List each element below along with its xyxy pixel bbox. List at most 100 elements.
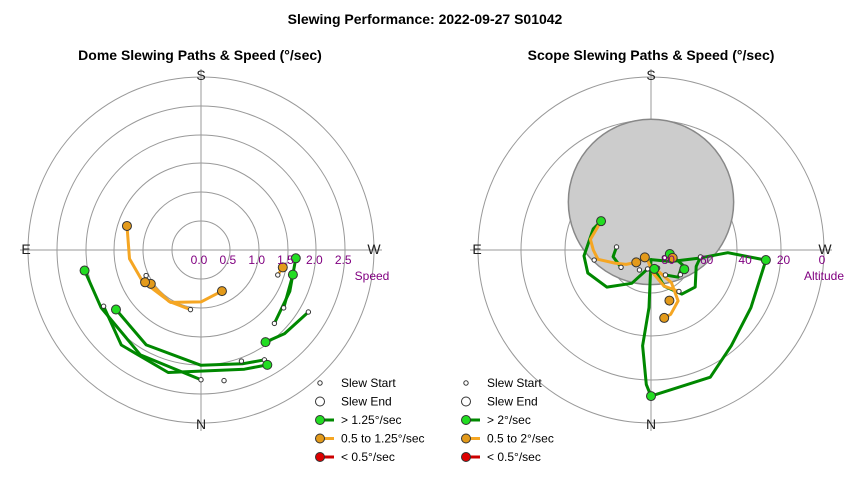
scope-legend: Slew Start Slew End > 2°/sec 0.5 to 2°/sec <…	[461, 376, 554, 464]
scope-slew-start-marker	[676, 288, 682, 295]
scope-slew-start-marker	[613, 244, 620, 250]
scope-slew-path-medium	[651, 271, 681, 293]
scope-radial-ticks: 80 60 40 20 0	[662, 253, 826, 267]
dome-cardinal-right: W	[367, 241, 381, 257]
scope-slew-start-marker	[636, 267, 643, 273]
dome-legend-start-symbol	[317, 380, 323, 386]
scope-radial-tick-label: 0	[819, 253, 826, 267]
dome-radial-tick-label: 0.5	[219, 253, 236, 267]
dome-slew-end-marker	[79, 265, 90, 276]
scope-slew-end-marker	[639, 252, 650, 263]
dome-slew-path-high	[272, 256, 298, 325]
dome-slew-markers	[79, 220, 312, 384]
scope-slew-path-high	[641, 258, 653, 398]
scope-slew-end-marker	[679, 264, 690, 275]
scope-slew-start-marker	[618, 264, 624, 270]
dome-legend-label: Slew End	[341, 395, 392, 409]
dome-legend-end-symbol	[315, 396, 325, 407]
scope-cardinal-bottom: N	[646, 416, 656, 432]
scope-slew-start-marker	[677, 272, 684, 278]
scope-legend-label: Slew Start	[487, 376, 542, 390]
scope-slew-end-marker	[631, 257, 642, 268]
scope-legend-dot-medium	[461, 433, 471, 444]
scope-legend-label: > 2°/sec	[487, 413, 531, 427]
dome-slew-end-marker	[277, 262, 288, 273]
dome-legend: Slew Start Slew End > 1.25°/sec 0.5 to 1.25…	[315, 376, 425, 464]
dome-legend-dot-low	[315, 452, 325, 462]
scope-slew-markers	[591, 216, 771, 402]
scope-radial-tick-label: 60	[700, 253, 714, 267]
scope-slew-end-marker	[667, 252, 678, 263]
dome-slew-end-marker	[260, 337, 271, 348]
dome-slew-start-marker	[187, 306, 194, 313]
dome-slew-end-marker	[290, 253, 301, 264]
dome-legend-label: Slew Start	[341, 376, 396, 390]
dome-cardinal-top: S	[196, 67, 205, 83]
scope-slew-start-marker	[662, 272, 669, 278]
dome-radial-tick-label: 1.0	[248, 253, 265, 267]
scope-slew-start-marker	[591, 257, 597, 263]
dome-slew-path-medium	[125, 224, 224, 304]
dome-slew-end-marker	[287, 269, 298, 280]
scope-legend-dot-low	[461, 452, 471, 462]
dome-radial-axis-label: Speed	[355, 269, 390, 283]
dome-slew-start-marker	[280, 305, 287, 311]
dome-slew-end-marker	[262, 359, 273, 370]
dome-legend-label: < 0.5°/sec	[341, 450, 395, 464]
dome-slew-paths	[83, 224, 310, 382]
scope-legend-end-symbol	[461, 396, 471, 407]
scope-slew-end-marker	[596, 216, 607, 227]
dome-slew-path-high	[83, 269, 203, 382]
dome-radial-tick-label: 0.0	[191, 253, 208, 267]
scope-panel: Scope Slewing Paths & Speed (°/sec) S N …	[461, 47, 844, 464]
dome-panel: Dome Slewing Paths & Speed (°/sec) S N E…	[20, 47, 425, 464]
dome-slew-start-marker	[238, 358, 245, 364]
scope-legend-label: Slew End	[487, 395, 538, 409]
scope-legend-start-symbol	[463, 380, 469, 386]
scope-radial-tick-label: 20	[777, 253, 791, 267]
dome-slew-end-marker	[110, 304, 121, 315]
scope-radial-tick-label: 40	[738, 253, 752, 267]
dome-legend-dot-high	[315, 415, 325, 425]
dome-slew-start-marker	[100, 303, 107, 309]
scope-slew-end-marker	[646, 391, 656, 402]
scope-slew-path-high	[582, 219, 650, 289]
dome-slew-start-marker	[305, 309, 312, 315]
dome-legend-label: > 1.25°/sec	[341, 413, 402, 427]
dome-legend-dot-medium	[315, 433, 325, 444]
scope-slew-end-marker	[664, 295, 675, 306]
dome-slew-start-marker	[271, 320, 278, 327]
dome-slew-start-marker	[221, 377, 227, 384]
scope-radial-axis-label: Altitude	[804, 269, 844, 283]
dome-slew-path-medium	[149, 282, 192, 312]
dome-cardinal-left: E	[21, 241, 30, 257]
scope-legend-label: 0.5 to 2°/sec	[487, 432, 554, 446]
scope-slew-end-marker	[760, 255, 771, 266]
dome-polar-grid	[20, 69, 382, 431]
scope-cardinal-top: S	[646, 67, 655, 83]
scope-cardinal-left: E	[472, 241, 481, 257]
dome-slew-start-marker	[275, 272, 281, 278]
dome-slew-path-high	[264, 310, 310, 344]
dome-cardinal-bottom: N	[196, 416, 206, 432]
scope-slew-start-marker	[644, 266, 651, 272]
scope-slew-end-marker	[649, 263, 660, 274]
dome-slew-path-high	[102, 304, 269, 374]
scope-chart-title: Scope Slewing Paths & Speed (°/sec)	[528, 47, 775, 63]
figure-title: Slewing Performance: 2022-09-27 S01042	[288, 11, 563, 27]
scope-slew-start-marker	[697, 254, 704, 260]
dome-slew-start-marker	[198, 377, 204, 383]
dome-radial-ticks: 2.5 2.0 1.5 1.0 0.5 0.0	[191, 253, 352, 267]
scope-legend-dot-high	[461, 415, 471, 425]
dome-chart-title: Dome Slewing Paths & Speed (°/sec)	[78, 47, 322, 63]
scope-radial-tick-label: 80	[662, 253, 676, 267]
scope-slew-end-marker	[659, 312, 670, 323]
dome-slew-end-marker	[216, 286, 227, 297]
dome-slew-end-marker	[140, 277, 151, 288]
dome-radial-tick-label: 2.5	[335, 253, 352, 267]
dome-radial-tick-label: 1.5	[277, 253, 294, 267]
dome-slew-path-high	[114, 308, 266, 367]
scope-cardinal-right: W	[818, 241, 832, 257]
scope-legend-label: < 0.5°/sec	[487, 450, 541, 464]
